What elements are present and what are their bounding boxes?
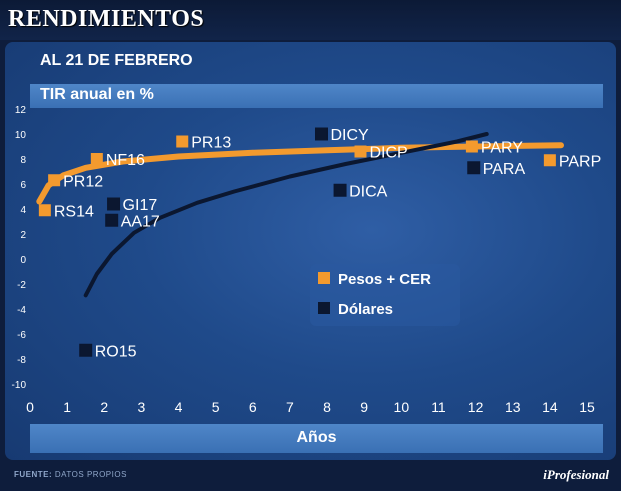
- x-tick-label: 5: [212, 399, 220, 415]
- data-label-gi17: GI17: [123, 197, 158, 214]
- data-label-pr12: PR12: [63, 173, 103, 190]
- data-label-aa17: AA17: [121, 213, 160, 230]
- y-tick-label: -4: [17, 305, 26, 316]
- chart-title: RENDIMIENTOS: [8, 6, 205, 32]
- footer: FUENTE: DATOS PROPIOS iProfesional: [0, 462, 621, 491]
- x-tick-label: 3: [138, 399, 146, 415]
- data-label-pr13: PR13: [191, 135, 231, 152]
- x-tick-label: 4: [175, 399, 183, 415]
- data-point-pr12: [48, 174, 61, 187]
- y-tick-label: 10: [15, 130, 27, 141]
- data-point-gi17: [107, 197, 121, 211]
- y-tick-label: 8: [20, 155, 26, 166]
- data-point-rs14: [38, 204, 51, 217]
- x-tick-label: 10: [394, 399, 410, 415]
- x-tick-label: 6: [249, 399, 257, 415]
- y-tick-label: 12: [15, 105, 27, 116]
- x-tick-label: 15: [579, 399, 595, 415]
- data-point-para: [467, 161, 481, 175]
- y-tick-label: 0: [20, 255, 26, 266]
- x-tick-label: 14: [542, 399, 558, 415]
- data-label-rs14: RS14: [54, 203, 94, 220]
- trend-line-dolares: [83, 132, 489, 298]
- x-axis-title-bar: Años: [30, 424, 603, 453]
- data-point-dica: [333, 183, 347, 197]
- source-note: FUENTE: DATOS PROPIOS: [14, 470, 127, 479]
- y-tick-label: -6: [17, 330, 26, 341]
- x-tick-label: 11: [431, 399, 446, 415]
- x-axis-title: Años: [296, 429, 337, 446]
- data-label-ro15: RO15: [95, 343, 137, 360]
- brand-logo: iProfesional: [543, 467, 609, 482]
- x-tick-label: 1: [63, 399, 71, 415]
- legend-label-dolares: Dólares: [338, 301, 393, 318]
- data-label-dicy: DICY: [330, 127, 369, 144]
- legend-swatch-dolares: [318, 302, 330, 314]
- y-tick-label: 2: [20, 230, 26, 241]
- legend-box: [310, 264, 460, 326]
- data-point-ro15: [79, 343, 93, 357]
- y-tick-label: 6: [20, 180, 26, 191]
- legend-label-pesos-cer: Pesos + CER: [338, 271, 431, 288]
- data-point-aa17: [105, 213, 119, 227]
- source-value: DATOS PROPIOS: [54, 470, 127, 479]
- data-point-pary: [465, 140, 478, 153]
- data-point-dicp: [354, 145, 367, 158]
- y-tick-label: -8: [17, 355, 26, 366]
- chart-panel: AL 21 DE FEBRERO TIR anual en % Años: [5, 42, 616, 460]
- data-label-para: PARA: [483, 161, 526, 178]
- data-point-pr13: [176, 135, 189, 148]
- data-label-parp: PARP: [559, 153, 601, 170]
- y-axis-title-bar: TIR anual en %: [30, 84, 603, 108]
- legend: Pesos + CER Dólares: [310, 264, 460, 326]
- y-axis-title: TIR anual en %: [40, 86, 154, 103]
- data-label-dicp: DICP: [369, 145, 407, 162]
- x-tick-label: 9: [360, 399, 368, 415]
- title-bar: RENDIMIENTOS: [0, 0, 621, 40]
- data-point-parp: [543, 154, 556, 167]
- x-tick-label: 0: [26, 399, 34, 415]
- x-tick-label: 12: [468, 399, 484, 415]
- x-tick-label: 2: [100, 399, 108, 415]
- chart-subtitle: AL 21 DE FEBRERO: [40, 52, 193, 69]
- x-tick-label: 8: [323, 399, 331, 415]
- legend-swatch-pesos-cer: [318, 272, 330, 284]
- x-tick-label: 7: [286, 399, 294, 415]
- data-point-nf16: [90, 153, 103, 165]
- data-label-pary: PARY: [481, 140, 523, 157]
- data-point-dicy: [314, 127, 328, 141]
- source-label: FUENTE:: [14, 470, 53, 479]
- y-tick-label: -10: [12, 380, 27, 391]
- y-tick-label: 4: [20, 205, 26, 216]
- x-tick-label: 13: [505, 399, 521, 415]
- data-label-nf16: NF16: [106, 152, 145, 169]
- y-tick-label: -2: [17, 280, 26, 291]
- data-label-dica: DICA: [349, 183, 388, 200]
